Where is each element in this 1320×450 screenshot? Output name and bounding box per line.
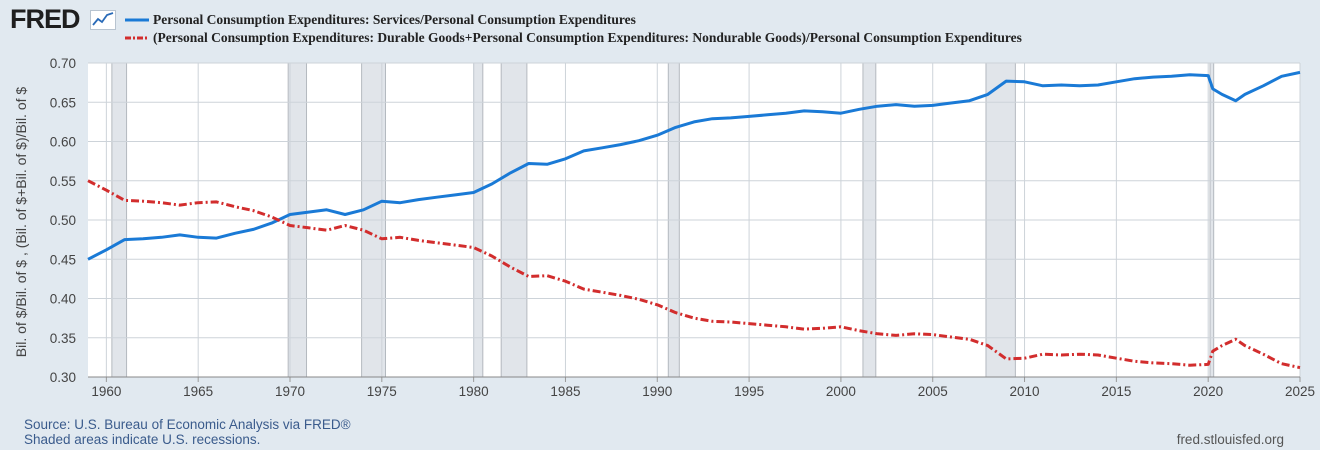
y-tick-label: 0.70 (50, 56, 76, 71)
y-tick-label: 0.65 (50, 95, 76, 110)
legend-label-services: Personal Consumption Expenditures: Servi… (153, 12, 636, 27)
x-tick-label: 1975 (367, 384, 397, 399)
x-tick-label: 1995 (734, 384, 764, 399)
y-tick-label: 0.40 (50, 292, 76, 307)
x-tick-label: 1970 (275, 384, 305, 399)
legend-swatch-solid (125, 18, 149, 22)
y-tick-label: 0.30 (50, 370, 76, 385)
series-line-0 (87, 70, 1301, 261)
y-tick-label: 0.35 (50, 331, 76, 346)
x-tick-label: 1990 (642, 384, 672, 399)
series-lines (87, 70, 1301, 370)
x-tick-label: 2010 (1010, 384, 1040, 399)
x-tick-label: 2025 (1285, 384, 1315, 399)
x-tick-label: 2000 (826, 384, 856, 399)
series-line-1 (87, 179, 1301, 370)
source-note: Source: U.S. Bureau of Economic Analysis… (24, 417, 351, 432)
x-tick-label: 2015 (1101, 384, 1131, 399)
line-chart: 0.30 0.35 0.40 0.45 0.50 0.55 0.60 0.65 0.70 196… (13, 56, 1315, 399)
legend-swatch-dashed (125, 36, 149, 40)
x-axis-ticks: 1960 1965 1970 1975 1980 1985 1990 1995 2000 2005… (88, 376, 1315, 399)
fred-logo[interactable]: FRED (10, 4, 120, 34)
y-tick-label: 0.60 (50, 135, 76, 150)
chart-line-icon (90, 10, 116, 30)
x-tick-label: 1985 (550, 384, 580, 399)
x-tick-label: 1980 (459, 384, 489, 399)
x-tick-label: 1965 (183, 384, 213, 399)
x-tick-label: 2005 (918, 384, 948, 399)
x-tick-label: 2020 (1193, 384, 1223, 399)
y-axis-label: Bil. of $/Bil. of $ , (Bil. of $+Bil. of… (13, 87, 29, 358)
recession-note: Shaded areas indicate U.S. recessions. (24, 432, 261, 447)
y-tick-label: 0.55 (50, 174, 76, 189)
y-axis-ticks: 0.30 0.35 0.40 0.45 0.50 0.55 0.60 0.65 0.70 (50, 56, 76, 385)
site-link[interactable]: fred.stlouisfed.org (1176, 432, 1284, 447)
y-tick-label: 0.45 (50, 252, 76, 267)
x-tick-label: 1960 (91, 384, 121, 399)
fred-logo-text: FRED (10, 4, 80, 34)
legend-label-goods: (Personal Consumption Expenditures: Dura… (153, 30, 1022, 45)
y-tick-label: 0.50 (50, 213, 76, 228)
